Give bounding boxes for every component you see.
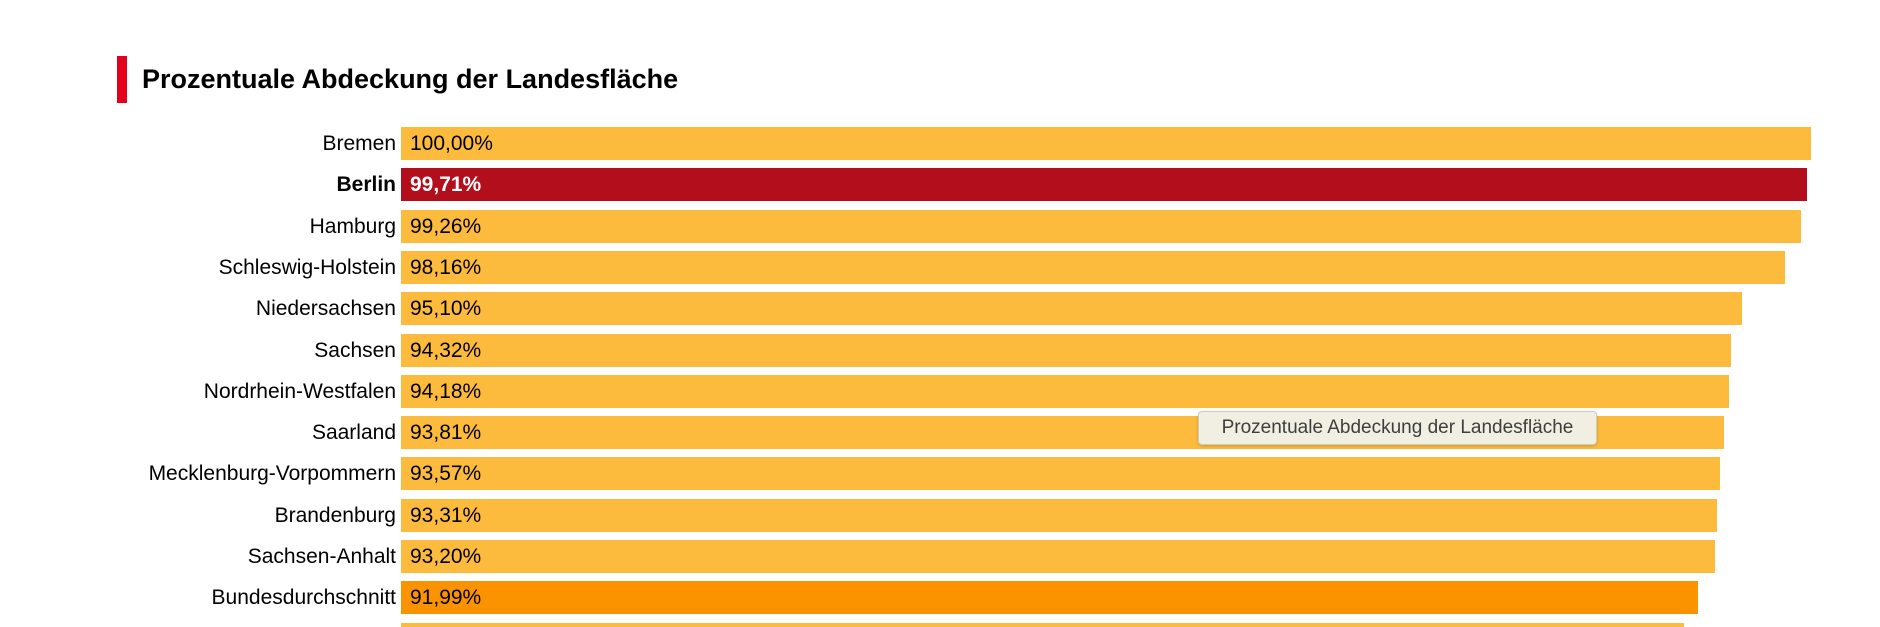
- bar-sachsen-anhalt[interactable]: 93,20%: [401, 540, 1715, 573]
- bar-schleswig-holstein[interactable]: 98,16%: [401, 251, 1785, 284]
- bar-row: Bundesdurchschnitt 91,99%: [0, 581, 1880, 614]
- bar-label: Nordrhein-Westfalen: [203, 380, 396, 403]
- bar-label: Bremen: [322, 132, 396, 155]
- bar-label: Saarland: [311, 421, 396, 444]
- bar-row: Sachsen-Anhalt 93,20%: [0, 540, 1880, 573]
- bar-label: Sachsen: [314, 339, 396, 362]
- bar-value-label: 93,57%: [410, 462, 482, 485]
- bar-label: Niedersachsen: [255, 297, 396, 320]
- bar-bremen[interactable]: 100,00%: [401, 127, 1811, 160]
- bar-value-label: 93,81%: [410, 421, 482, 444]
- tooltip-text: Prozentuale Abdeckung der Landesfläche: [1221, 417, 1574, 438]
- bar-row: [0, 623, 1880, 627]
- bar-value-label: 100,00%: [410, 132, 493, 155]
- bar-label: Hamburg: [309, 215, 396, 238]
- bar-value-label: 95,10%: [410, 297, 482, 320]
- bar-niedersachsen[interactable]: 95,10%: [401, 292, 1742, 325]
- bar-label: Berlin: [336, 173, 396, 196]
- bar-berlin[interactable]: 99,71%: [401, 168, 1807, 201]
- bar-value-label: 94,18%: [410, 380, 482, 403]
- bar-row: Saarland 93,81%: [0, 416, 1880, 449]
- bar-label: [0, 623, 396, 627]
- bar-row: Niedersachsen 95,10%: [0, 292, 1880, 325]
- title-accent-bar: [117, 56, 127, 103]
- bar-label: Schleswig-Holstein: [218, 256, 396, 279]
- bar-row: Nordrhein-Westfalen 94,18%: [0, 375, 1880, 408]
- bar-sachsen[interactable]: 94,32%: [401, 334, 1731, 367]
- bar-value-label: 93,20%: [410, 545, 482, 568]
- bar-bundesdurchschnitt[interactable]: 91,99%: [401, 581, 1698, 614]
- bar-value-label: 99,71%: [410, 173, 482, 196]
- bar-row: Bremen 100,00%: [0, 127, 1880, 160]
- bar-row: Brandenburg 93,31%: [0, 499, 1880, 532]
- bar-mecklenburg-vorpommern[interactable]: 93,57%: [401, 457, 1720, 490]
- bar-row: Mecklenburg-Vorpommern 93,57%: [0, 457, 1880, 490]
- bar-label: Brandenburg: [274, 504, 396, 527]
- bar-label: Sachsen-Anhalt: [247, 545, 396, 568]
- bar-label: Bundesdurchschnitt: [211, 586, 396, 609]
- bar-value-label: 91,99%: [410, 586, 482, 609]
- chart-tooltip: Prozentuale Abdeckung der Landesfläche: [1198, 411, 1597, 445]
- bar-value-label: 93,31%: [410, 504, 482, 527]
- bar-value-label: 94,32%: [410, 339, 482, 362]
- bar-value-label: 99,26%: [410, 215, 482, 238]
- bar-nordrhein-westfalen[interactable]: 94,18%: [401, 375, 1729, 408]
- bar-row: Sachsen 94,32%: [0, 334, 1880, 367]
- bar-row: Hamburg 99,26%: [0, 210, 1880, 243]
- chart-title: Prozentuale Abdeckung der Landesfläche: [142, 64, 679, 94]
- bar-row: Schleswig-Holstein 98,16%: [0, 251, 1880, 284]
- bar-hamburg[interactable]: 99,26%: [401, 210, 1801, 243]
- bar-value-label: 98,16%: [410, 256, 482, 279]
- bar-label: Mecklenburg-Vorpommern: [148, 462, 396, 485]
- bar-row: Berlin 99,71%: [0, 168, 1880, 201]
- bar-brandenburg[interactable]: 93,31%: [401, 499, 1717, 532]
- bar-partial-cutoff[interactable]: [401, 623, 1684, 627]
